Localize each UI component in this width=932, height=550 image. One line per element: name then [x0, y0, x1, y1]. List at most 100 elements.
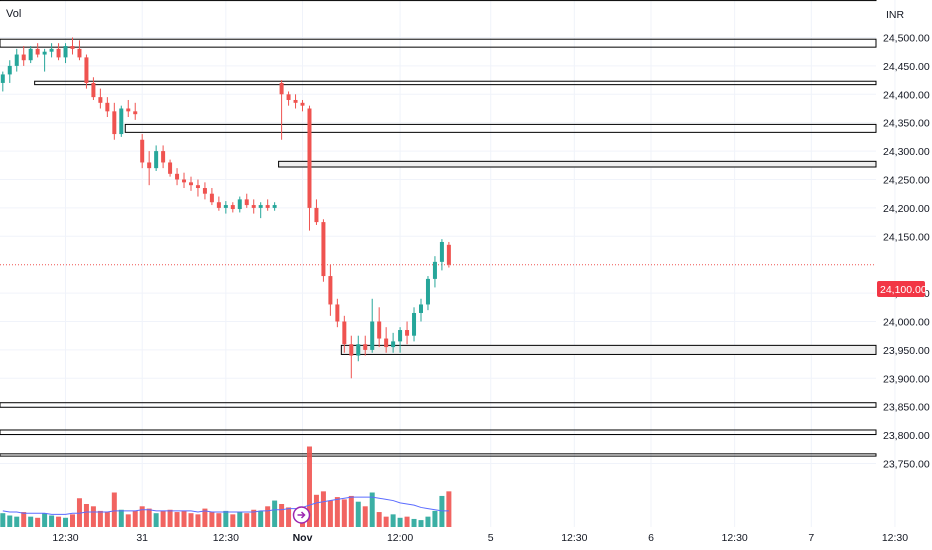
volume-bar [244, 513, 250, 527]
price-tick-label: 23,850.00 [883, 402, 930, 414]
candle-body [391, 341, 396, 348]
volume-bar [42, 513, 48, 527]
volume-bar [132, 510, 138, 527]
candle-body [244, 199, 249, 206]
volume-bar [209, 512, 215, 527]
candle-body [216, 202, 221, 208]
candle-body [307, 108, 312, 208]
volume-bar [237, 512, 243, 527]
time-tick-label: 12:30 [213, 532, 239, 544]
volume-bar [355, 501, 361, 527]
volume-bar [160, 510, 166, 527]
time-tick-label: 12:30 [722, 532, 748, 544]
volume-bar [28, 516, 34, 527]
candle-body [182, 179, 187, 183]
time-tick-label: 7 [808, 532, 814, 544]
price-tick-label: 24,300.00 [883, 146, 930, 158]
volume-bars [0, 446, 452, 527]
volume-bar [97, 510, 103, 527]
volume-bar [383, 516, 389, 527]
candle-body [335, 304, 340, 322]
volume-bar [286, 507, 292, 527]
volume-bar [230, 514, 236, 527]
candle-body [126, 108, 131, 112]
volume-bar [216, 513, 222, 527]
price-axis[interactable]: 24,500.00 24,450.00 24,400.00 24,350.00 24,3… [883, 33, 930, 471]
volume-bar [411, 518, 417, 527]
price-zones [0, 0, 877, 457]
candle-body [84, 57, 89, 83]
volume-bar [439, 495, 445, 527]
currency-label[interactable]: INR [886, 9, 905, 21]
candle-body [377, 321, 382, 339]
volume-bar [139, 506, 145, 527]
price-tick-label: 23,900.00 [883, 373, 930, 385]
volume-label: Vol [6, 8, 21, 20]
volume-bar [0, 513, 6, 527]
candle-body [63, 46, 68, 58]
volume-bar [181, 510, 187, 527]
volume-bar [70, 514, 75, 527]
volume-ma-line [2, 496, 449, 515]
candle-body [272, 205, 277, 208]
volume-bar [223, 510, 229, 527]
volume-bar [446, 491, 452, 527]
volume-bar [425, 516, 431, 527]
price-tick-label: 23,750.00 [883, 459, 930, 471]
volume-bar [21, 512, 27, 527]
volume-bar [174, 512, 180, 527]
candle-body [105, 102, 110, 112]
candle-body [300, 102, 305, 106]
volume-bar [348, 495, 354, 527]
candle-body [161, 151, 166, 163]
candle-body [349, 344, 354, 356]
volume-bar [362, 506, 368, 527]
candle-body [286, 94, 291, 100]
volume-bar [258, 510, 264, 527]
volume-bar [327, 500, 333, 527]
price-zone [278, 160, 877, 168]
time-tick-label: 12:30 [52, 532, 78, 544]
candle-body [14, 54, 19, 66]
candle-body [154, 151, 159, 169]
candle-body [363, 344, 368, 350]
volume-bar [90, 506, 96, 527]
candle-body [91, 82, 96, 98]
candle-body [314, 207, 319, 223]
volume-bar [118, 509, 124, 527]
price-zone [0, 38, 877, 48]
candle-body [446, 244, 451, 265]
candle-body [49, 48, 54, 52]
volume-bar [418, 520, 424, 527]
candle-body [188, 182, 193, 186]
candle-body [398, 330, 403, 342]
candle-body [419, 304, 423, 313]
volume-bar [146, 508, 152, 527]
price-tick-label: 24,250.00 [883, 175, 930, 187]
volume-bar [397, 517, 403, 527]
volume-bar [313, 494, 319, 527]
time-tick-label: Nov [293, 532, 313, 544]
candle-body [328, 276, 333, 305]
candle-body [119, 108, 124, 135]
volume-bar [63, 517, 69, 527]
last-price-badge: 24,100.00 [877, 281, 927, 297]
time-tick-label: 12:00 [387, 532, 413, 544]
price-tick-label: 23,950.00 [883, 345, 930, 357]
volume-bar [404, 516, 410, 527]
time-tick-label: 6 [648, 532, 654, 544]
candle-body [412, 312, 417, 336]
price-tick-label: 24,450.00 [883, 61, 930, 73]
candle-body [98, 97, 103, 103]
price-tick-label: 24,200.00 [883, 203, 930, 215]
candle-body [147, 162, 152, 169]
volume-bar [49, 515, 55, 527]
volume-bar [153, 513, 159, 527]
price-zone [34, 80, 877, 86]
volume-bar [104, 512, 110, 527]
candle-body [356, 344, 361, 356]
price-zone [340, 344, 877, 355]
candle-body [140, 139, 145, 163]
